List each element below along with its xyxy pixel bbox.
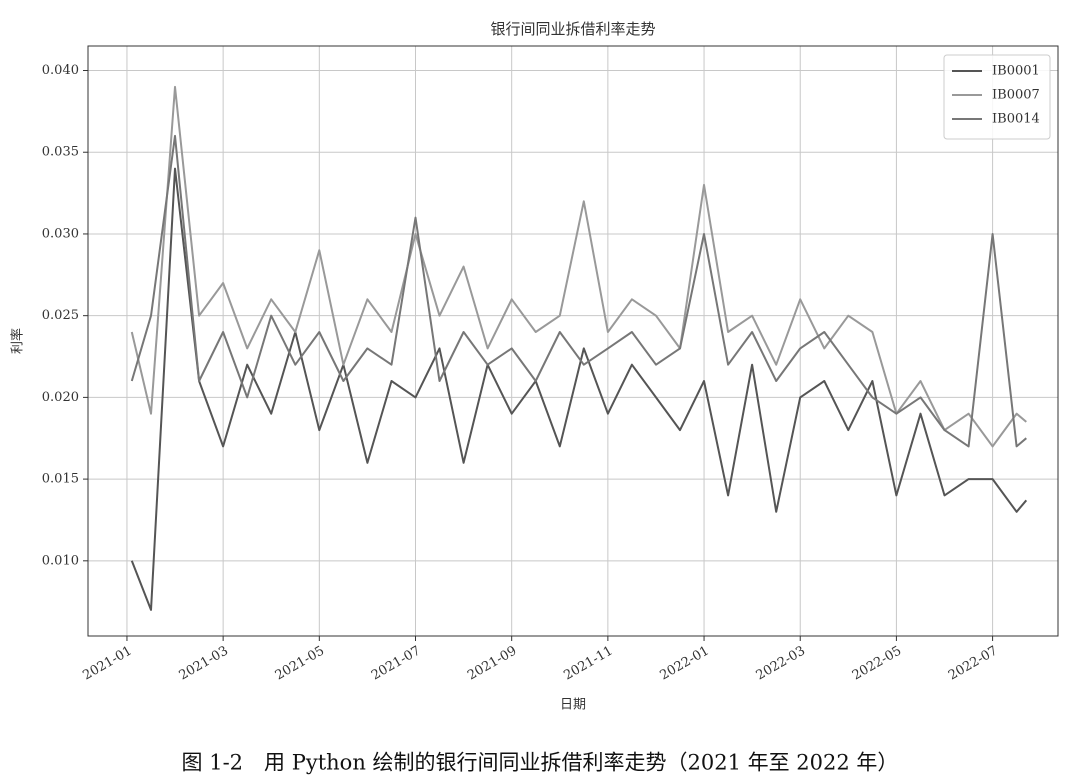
series-line <box>130 85 1027 448</box>
legend-label: IB0001 <box>992 64 1040 79</box>
y-tick-label: 0.040 <box>42 63 79 78</box>
x-tick-label: 2021-09 <box>465 644 519 684</box>
x-tick-label: 2021-11 <box>561 644 615 684</box>
y-tick-label: 0.030 <box>42 226 79 241</box>
chart-title: 银行间同业拆借利率走势 <box>490 20 655 38</box>
x-tick-label: 2021-03 <box>177 644 231 684</box>
x-axis-label: 日期 <box>560 698 586 713</box>
series-line <box>130 134 1027 448</box>
x-tick-label: 2022-03 <box>754 644 808 684</box>
legend-label: IB0014 <box>992 112 1040 127</box>
plot-frame <box>87 45 1059 637</box>
x-tick-label: 2022-01 <box>658 644 712 684</box>
series-line <box>130 167 1028 611</box>
x-tick-label: 2021-01 <box>80 644 134 684</box>
y-tick-label: 0.015 <box>42 472 79 487</box>
y-tick-label: 0.020 <box>42 390 79 405</box>
caption: 图 1-2 用 Python 绘制的银行间同业拆借利率走势（2021 年至 20… <box>182 751 899 775</box>
y-tick-label: 0.035 <box>42 145 79 160</box>
x-tick-label: 2021-05 <box>273 644 327 684</box>
y-tick-label: 0.025 <box>42 308 79 323</box>
x-tick-label: 2021-07 <box>369 644 423 684</box>
y-tick-label: 0.010 <box>42 553 79 568</box>
x-tick-label: 2022-05 <box>850 644 904 684</box>
legend-label: IB0007 <box>992 88 1040 103</box>
x-tick-label: 2022-07 <box>946 644 1000 684</box>
y-axis-label: 利率 <box>10 328 26 354</box>
